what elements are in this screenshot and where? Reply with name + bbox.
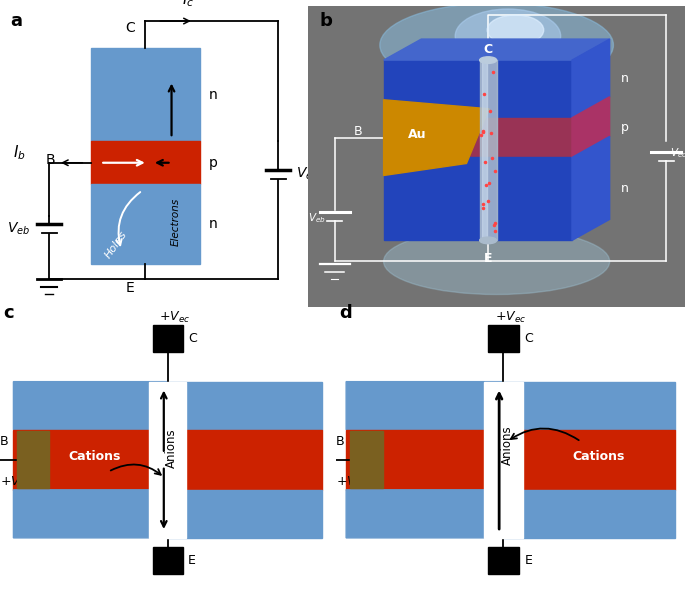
Bar xyxy=(479,60,497,240)
Polygon shape xyxy=(168,490,322,538)
Polygon shape xyxy=(503,490,675,538)
Text: p: p xyxy=(621,121,629,133)
Bar xyxy=(186,430,322,490)
Bar xyxy=(16,432,49,488)
Text: Cations: Cations xyxy=(573,450,625,463)
Text: b: b xyxy=(319,12,332,30)
Ellipse shape xyxy=(455,9,560,63)
Text: n: n xyxy=(209,88,218,102)
Bar xyxy=(488,547,519,574)
Text: E: E xyxy=(524,554,532,567)
Text: a: a xyxy=(10,12,22,30)
Bar xyxy=(349,432,383,488)
Bar xyxy=(346,430,484,490)
Text: B: B xyxy=(46,153,55,166)
Text: B: B xyxy=(0,435,9,448)
Bar xyxy=(523,430,675,490)
Bar xyxy=(153,325,183,352)
Text: $I_c$: $I_c$ xyxy=(182,0,194,9)
Ellipse shape xyxy=(487,15,544,45)
Text: $V_{eb}$: $V_{eb}$ xyxy=(7,220,30,237)
Text: n: n xyxy=(621,72,629,85)
Text: B: B xyxy=(336,435,345,448)
Text: c: c xyxy=(3,304,14,322)
Text: C: C xyxy=(524,332,533,344)
Text: Cations: Cations xyxy=(68,450,121,463)
Bar xyxy=(484,382,523,538)
Text: $I_b$: $I_b$ xyxy=(13,143,25,162)
Text: E: E xyxy=(126,281,135,295)
Ellipse shape xyxy=(379,3,614,87)
Text: $+V_{eb}$: $+V_{eb}$ xyxy=(336,475,367,490)
Bar xyxy=(149,382,186,538)
Bar xyxy=(482,60,486,240)
Text: Anions: Anions xyxy=(501,425,514,465)
Bar xyxy=(488,325,519,352)
Polygon shape xyxy=(384,118,572,157)
Polygon shape xyxy=(14,490,168,538)
Polygon shape xyxy=(572,136,610,240)
Ellipse shape xyxy=(479,56,497,64)
Polygon shape xyxy=(384,39,610,60)
Polygon shape xyxy=(14,382,168,430)
Text: E: E xyxy=(484,252,493,266)
Text: d: d xyxy=(339,304,352,322)
Text: n: n xyxy=(209,218,218,231)
Ellipse shape xyxy=(384,228,610,294)
Polygon shape xyxy=(384,157,572,240)
Text: Anions: Anions xyxy=(165,428,178,468)
Polygon shape xyxy=(572,97,610,157)
Text: $V_{eb}$: $V_{eb}$ xyxy=(308,211,326,225)
Polygon shape xyxy=(384,60,572,118)
Text: p: p xyxy=(209,156,218,169)
Text: B: B xyxy=(353,125,362,138)
Polygon shape xyxy=(346,382,503,430)
Text: $V_{ec}$: $V_{ec}$ xyxy=(670,147,685,160)
Polygon shape xyxy=(384,100,489,175)
Text: $V_{ec}$: $V_{ec}$ xyxy=(296,166,319,183)
Text: Holes: Holes xyxy=(103,229,129,260)
Bar xyxy=(91,48,200,141)
Text: Electrons: Electrons xyxy=(171,198,181,246)
Polygon shape xyxy=(168,382,322,430)
Polygon shape xyxy=(503,382,675,430)
Text: $+V_{eb}$: $+V_{eb}$ xyxy=(0,475,32,490)
Bar xyxy=(153,547,183,574)
Text: n: n xyxy=(621,182,629,195)
Text: $+V_{ec}$: $+V_{ec}$ xyxy=(495,310,526,325)
Text: C: C xyxy=(484,43,493,55)
Text: E: E xyxy=(188,554,196,567)
Text: Au: Au xyxy=(408,128,427,141)
Text: $+V_{ec}$: $+V_{ec}$ xyxy=(159,310,190,325)
Text: C: C xyxy=(188,332,197,344)
Polygon shape xyxy=(572,39,610,118)
Bar xyxy=(91,185,200,264)
Ellipse shape xyxy=(479,237,497,244)
Text: C: C xyxy=(125,20,136,34)
Bar xyxy=(14,430,149,490)
Bar xyxy=(91,141,200,185)
Polygon shape xyxy=(346,490,503,538)
